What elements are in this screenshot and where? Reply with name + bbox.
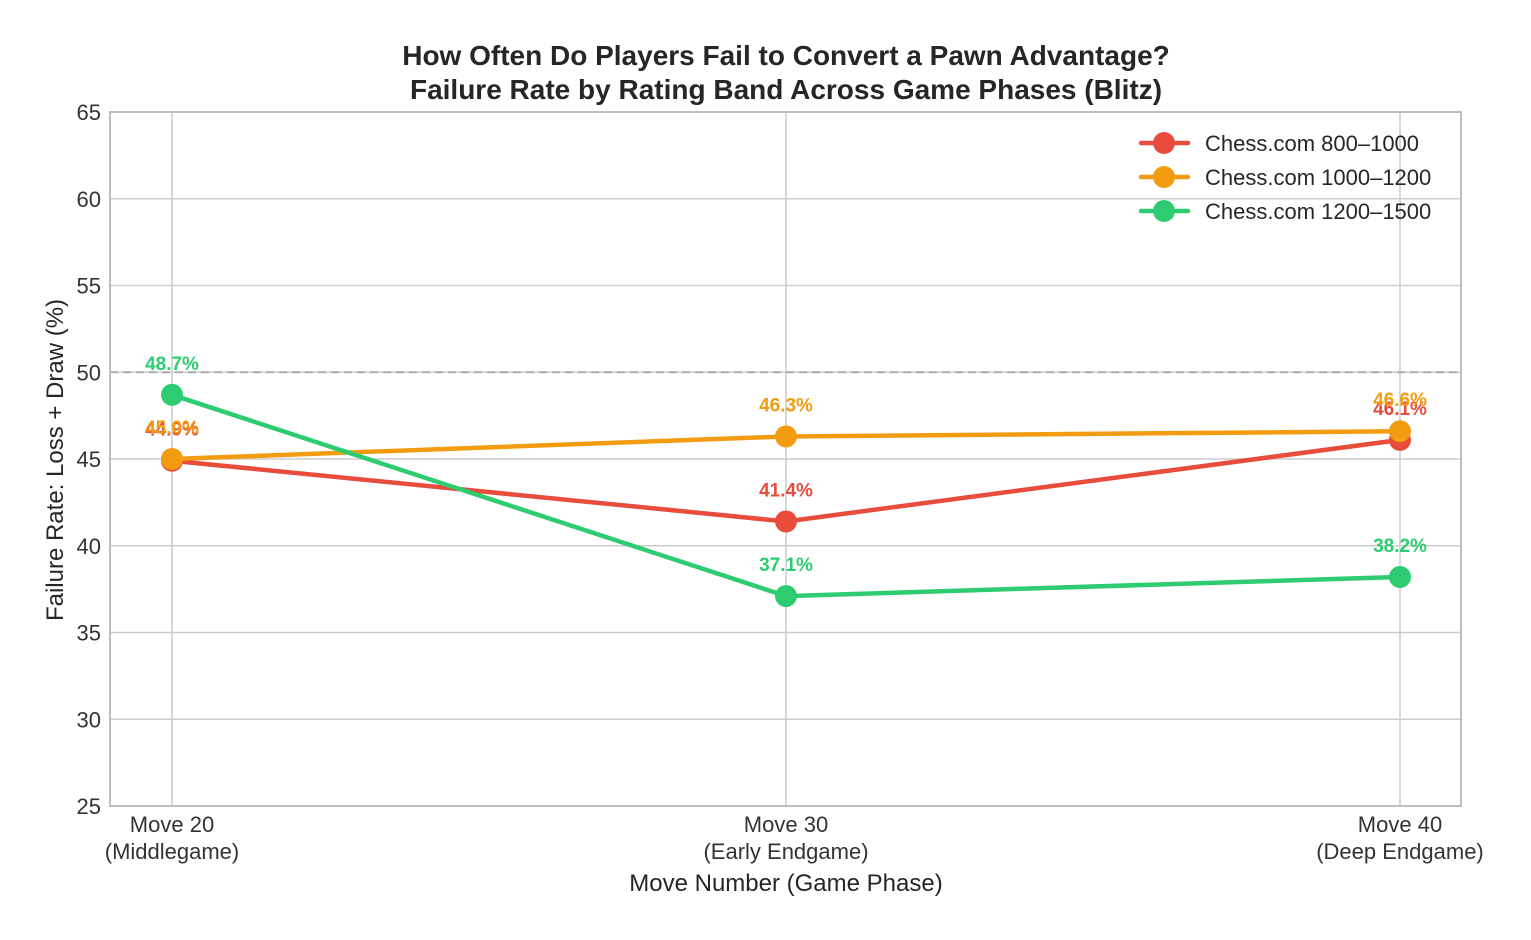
legend-label: Chess.com 1000–1200	[1205, 165, 1431, 190]
x-axis-label: Move Number (Game Phase)	[629, 870, 942, 897]
x-tick-label: Move 30	[744, 812, 828, 837]
plot-frame	[109, 111, 1462, 807]
legend-marker	[1153, 166, 1175, 188]
y-tick-label: 45	[77, 447, 101, 472]
x-tick-label: (Deep Endgame)	[1316, 839, 1484, 864]
y-tick-label: 55	[77, 274, 101, 299]
x-tick-labels: Move 20(Middlegame) Move 30(Early Endgame…	[105, 812, 1484, 864]
y-tick-label: 30	[77, 707, 101, 732]
data-point	[775, 585, 797, 608]
y-axis-label: Failure Rate: Loss + Draw (%)	[42, 299, 69, 621]
data-point	[1389, 420, 1411, 443]
data-label: 37.1%	[759, 555, 813, 576]
y-tick-label: 50	[77, 360, 101, 385]
chart-subtitle: Failure Rate by Rating Band Across Game …	[410, 74, 1162, 105]
chart-title: How Often Do Players Fail to Convert a P…	[402, 40, 1170, 71]
data-label: 44.9%	[145, 420, 199, 441]
x-tick-label: Move 20	[130, 812, 214, 837]
y-tick-labels: 25 30 35 40 45 50 55 60 65	[77, 100, 101, 819]
data-label: 46.1%	[1373, 399, 1427, 420]
data-label: 45.0%	[145, 418, 199, 439]
x-tick-label: Move 40	[1358, 812, 1442, 837]
data-label: 46.6%	[1373, 390, 1427, 411]
data-label: 46.3%	[759, 395, 813, 416]
data-labels: 44.9% 41.4% 46.1% 45.0% 46.3% 46.6% 48.7% 37.1%…	[145, 354, 1427, 576]
x-tick-label: (Early Endgame)	[703, 839, 868, 864]
y-tick-label: 65	[77, 100, 101, 125]
y-tick-label: 60	[77, 187, 101, 212]
data-point	[161, 383, 183, 406]
legend-marker	[1153, 132, 1175, 154]
data-point	[161, 448, 183, 470]
data-point	[775, 510, 797, 533]
data-point	[775, 425, 797, 448]
legend-label: Chess.com 1200–1500	[1205, 199, 1431, 224]
data-point	[1389, 565, 1411, 588]
data-label: 48.7%	[145, 354, 199, 375]
y-tick-label: 40	[77, 534, 101, 559]
y-tick-label: 35	[77, 621, 101, 646]
data-label: 41.4%	[759, 480, 813, 501]
legend: Chess.com 800–1000 Chess.com 1000–1200 Che…	[1138, 131, 1431, 224]
series-group	[161, 383, 1411, 608]
legend-label: Chess.com 800–1000	[1205, 131, 1419, 156]
x-tick-label: (Middlegame)	[105, 839, 240, 864]
legend-marker	[1153, 200, 1175, 222]
data-label: 38.2%	[1373, 536, 1427, 557]
y-tick-label: 25	[77, 794, 101, 819]
